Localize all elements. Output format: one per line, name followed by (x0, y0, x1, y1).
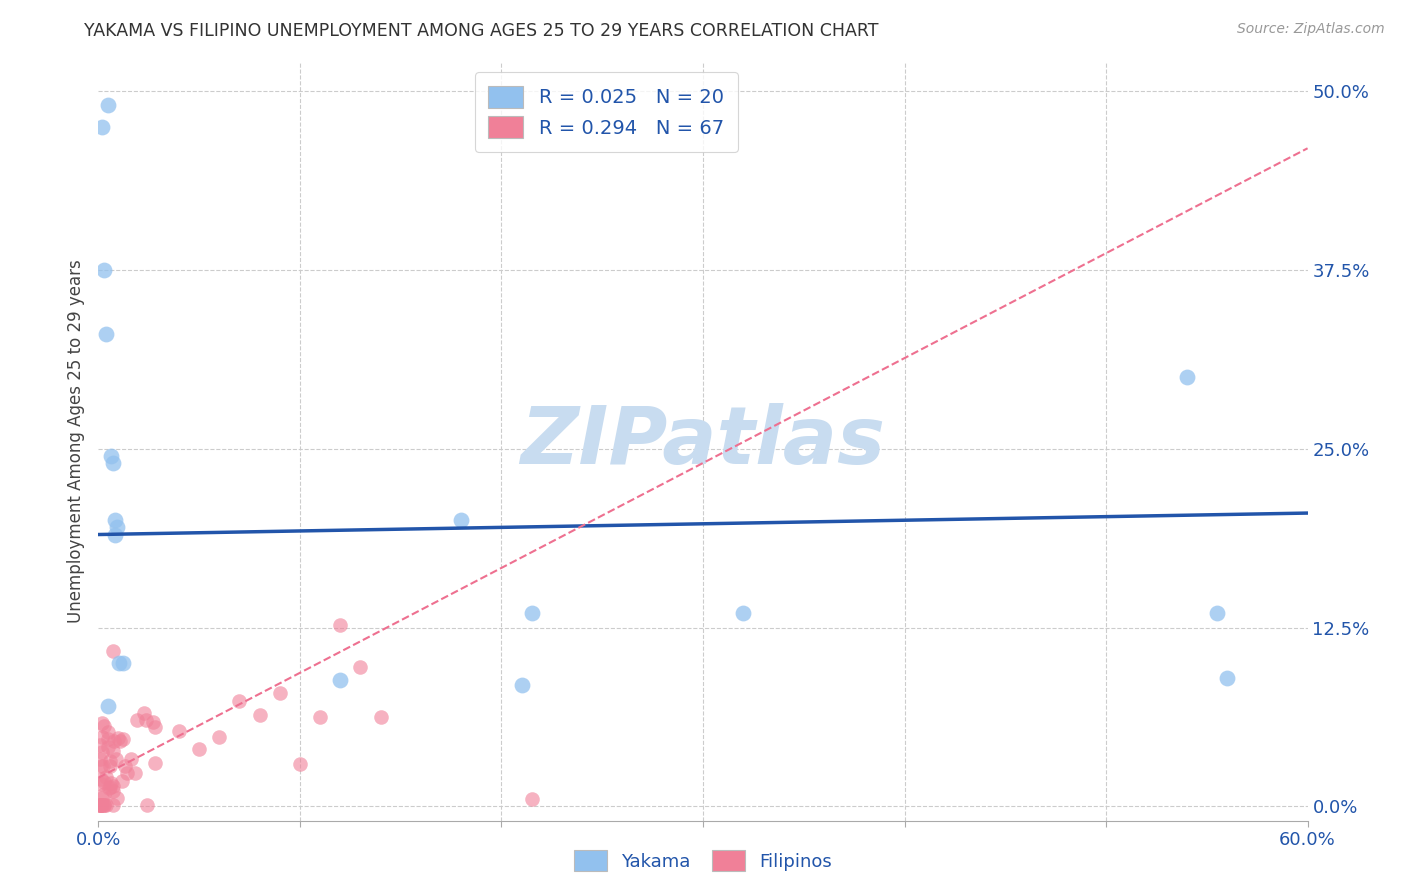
Legend: R = 0.025   N = 20, R = 0.294   N = 67: R = 0.025 N = 20, R = 0.294 N = 67 (475, 72, 738, 152)
Point (111, 773, 134, 788)
Point (103, 743, 125, 757)
Point (97, 699, 120, 714)
Point (93, 797, 115, 812)
Point (90, 759, 112, 773)
Point (112, 731, 135, 746)
Point (510, 678, 533, 692)
Point (93, 719, 115, 733)
Point (188, 742, 211, 756)
Point (115, 765, 138, 780)
Point (135, 713, 157, 727)
Point (103, 513, 125, 527)
Point (329, 673, 352, 688)
Legend: Yakama, Filipinos: Yakama, Filipinos (567, 843, 839, 879)
Point (93, 774, 115, 789)
Point (93, 797, 115, 812)
Point (91, 715, 114, 730)
Point (90, 797, 112, 812)
Point (208, 730, 231, 744)
Point (127, 713, 149, 727)
Point (96, 327, 118, 342)
Point (96, 724, 118, 739)
Point (107, 731, 129, 745)
Point (89, 797, 111, 812)
Point (98, 781, 121, 796)
Point (101, 783, 124, 797)
Point (105, 520, 128, 534)
Point (91, 791, 114, 805)
Point (269, 686, 291, 700)
Point (97, 740, 120, 755)
Point (105, 791, 128, 805)
Point (89, 752, 111, 766)
Point (90, 772, 112, 786)
Point (370, 710, 392, 724)
Text: Source: ZipAtlas.com: Source: ZipAtlas.com (1237, 22, 1385, 37)
Point (89, 797, 111, 812)
Point (101, 456, 124, 470)
Y-axis label: Unemployment Among Ages 25 to 29 years: Unemployment Among Ages 25 to 29 years (66, 260, 84, 624)
Point (249, 708, 271, 723)
Point (94, 797, 117, 812)
Point (120, 752, 142, 766)
Point (167, 724, 190, 739)
Point (97, 731, 120, 746)
Point (142, 715, 165, 730)
Point (132, 706, 155, 720)
Point (98, 759, 121, 773)
Text: ZIPatlas: ZIPatlas (520, 402, 886, 481)
Point (98, 754, 121, 768)
Point (520, 606, 543, 620)
Point (103, 527, 125, 541)
Point (93, 263, 115, 277)
Point (114, 758, 136, 772)
Point (108, 734, 131, 748)
Point (100, 780, 122, 795)
Point (90, 797, 112, 812)
Point (111, 657, 134, 671)
Point (101, 797, 124, 812)
Point (101, 644, 124, 658)
Point (329, 617, 352, 632)
Point (91, 759, 114, 773)
Point (89, 738, 111, 752)
Point (124, 765, 146, 780)
Point (94, 770, 117, 784)
Point (90, 745, 112, 759)
Point (100, 449, 122, 463)
Point (90, 730, 112, 744)
Point (228, 694, 250, 708)
Point (1216, 671, 1239, 685)
Point (143, 756, 166, 770)
Point (89, 797, 111, 812)
Point (349, 660, 371, 674)
Text: YAKAMA VS FILIPINO UNEMPLOYMENT AMONG AGES 25 TO 29 YEARS CORRELATION CHART: YAKAMA VS FILIPINO UNEMPLOYMENT AMONG AG… (84, 22, 879, 40)
Point (1206, 606, 1229, 620)
Point (103, 734, 125, 748)
Point (91, 120, 114, 134)
Point (450, 513, 472, 527)
Point (89, 777, 111, 791)
Point (136, 797, 159, 812)
Point (107, 657, 129, 671)
Point (104, 752, 127, 766)
Point (90, 797, 112, 812)
Point (100, 776, 122, 790)
Point (93, 788, 115, 802)
Point (89, 797, 111, 812)
Point (103, 779, 125, 793)
Point (288, 757, 311, 772)
Point (1175, 370, 1198, 384)
Point (309, 710, 332, 724)
Point (97, 98, 120, 112)
Point (143, 720, 166, 734)
Point (733, 606, 755, 620)
Point (520, 792, 543, 806)
